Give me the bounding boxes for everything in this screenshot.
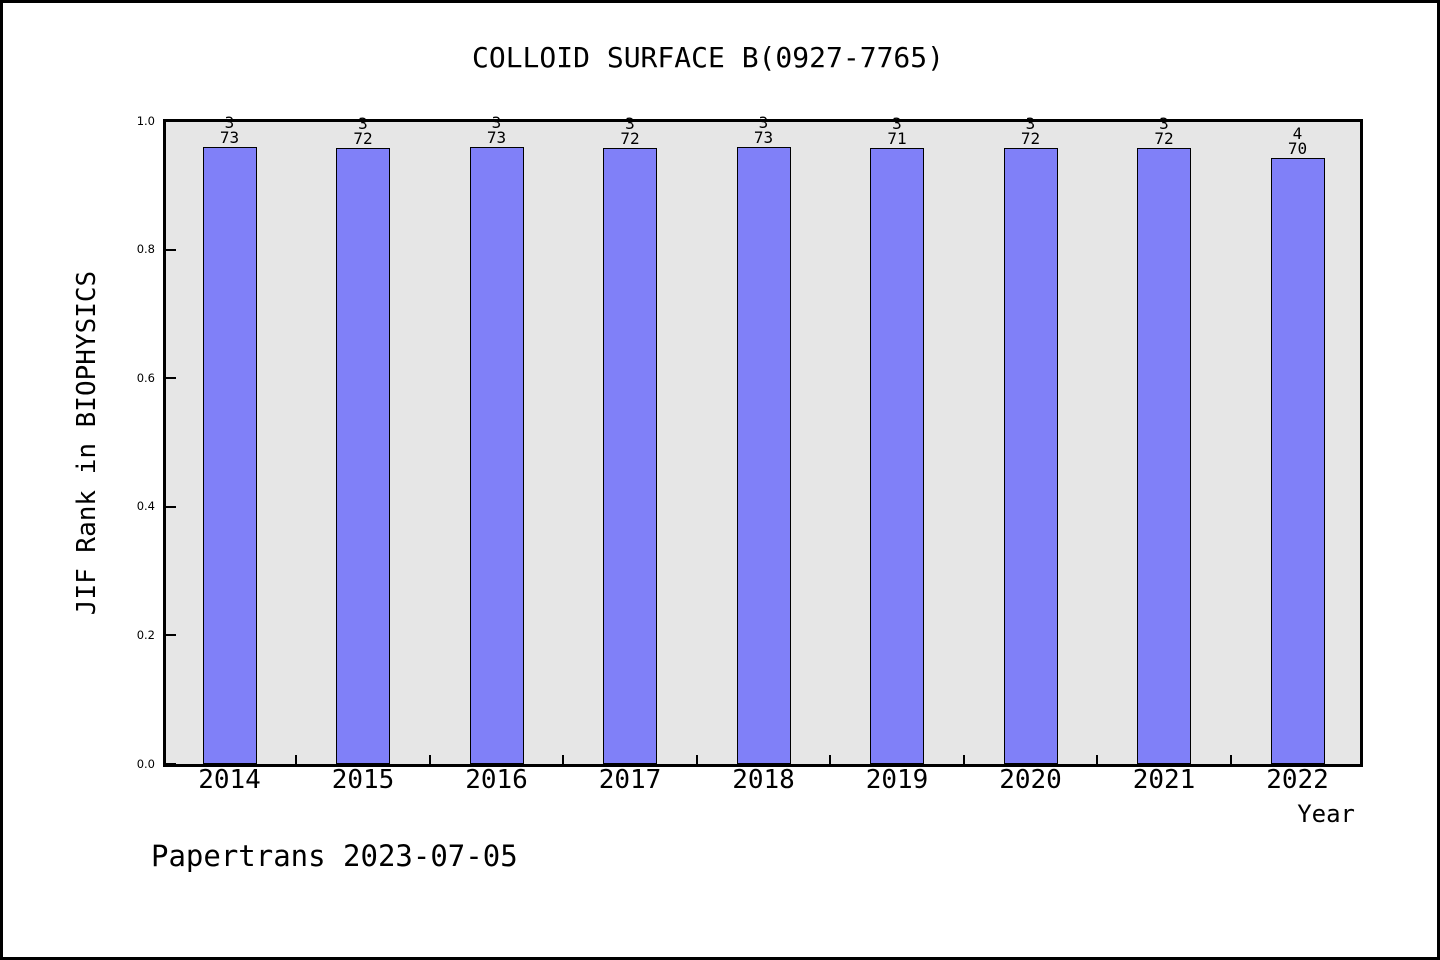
bar-total-value: 71: [887, 129, 907, 149]
y-tick: [166, 377, 176, 380]
y-tick-label: 0.8: [136, 242, 155, 257]
bar-rank-value: 3: [625, 113, 635, 133]
x-tick-label: 2018: [732, 765, 795, 795]
y-tick: [166, 763, 176, 765]
bar-rank-value: 3: [358, 113, 368, 133]
y-tick-label: 0.2: [136, 627, 155, 642]
bar-total-value: 73: [753, 128, 774, 148]
y-tick-label: 0.6: [136, 370, 155, 385]
x-tick-label: 2014: [198, 765, 261, 795]
bar: [336, 147, 390, 764]
y-tick-label: 0.0: [136, 756, 155, 771]
bar-value-label: 3 73: [190, 113, 270, 148]
y-tick: [166, 634, 176, 637]
y-tick: [166, 248, 176, 251]
x-minor-tick: [295, 755, 298, 764]
bar-value-label: 3 72: [991, 113, 1071, 148]
plot-area: 3 73 3 72 3 73 3 72 3 73 3 71 3 72 3 72 4 70: [163, 113, 1363, 767]
bar-total-value: 73: [486, 128, 507, 148]
bar-total-value: 72: [620, 128, 640, 148]
bar-rank-value: 4: [1292, 123, 1303, 143]
bar: [736, 147, 791, 764]
y-tick: [166, 120, 176, 122]
y-tick-label: 0.4: [136, 499, 155, 514]
bar: [603, 147, 657, 764]
bar: [1137, 147, 1191, 764]
y-tick: [166, 505, 176, 508]
bar-total-value: 70: [1287, 138, 1308, 158]
x-tick-label: 2021: [1132, 765, 1196, 795]
x-minor-tick: [695, 755, 698, 764]
bar-rank-value: 3: [224, 113, 235, 133]
bar-value-label: 3 73: [724, 113, 804, 148]
bar-value-label: 3 71: [857, 114, 937, 149]
bar-rank-value: 3: [1025, 113, 1036, 133]
bar-total-value: 72: [353, 128, 373, 148]
x-minor-tick: [1229, 755, 1232, 764]
x-axis-label: Year: [1297, 800, 1355, 828]
bar-value-label: 4 70: [1258, 123, 1338, 158]
x-tick-label: 2019: [865, 765, 929, 795]
x-tick-label: 2015: [331, 765, 395, 795]
x-tick-label: 2022: [1266, 765, 1329, 795]
bar-rank-value: 3: [491, 113, 502, 133]
bar: [1270, 157, 1325, 764]
bar-value-label: 3 72: [1124, 113, 1204, 148]
y-axis-label: JIF Rank in BIOPHYSICS: [72, 270, 102, 616]
x-minor-tick: [562, 755, 565, 764]
bar-value-label: 3 72: [323, 113, 403, 148]
bar-rank-value: 3: [758, 113, 769, 133]
bar-value-label: 3 72: [590, 113, 670, 148]
bar-rank-value: 3: [1159, 113, 1169, 133]
bar-total-value: 73: [219, 128, 240, 148]
x-minor-tick: [1096, 755, 1099, 764]
bar-rank-value: 3: [892, 114, 902, 134]
bar-value-label: 3 73: [457, 113, 537, 148]
x-tick-label: 2016: [465, 765, 528, 795]
bar: [202, 147, 257, 764]
x-minor-tick: [962, 755, 965, 764]
footer-text: Papertrans 2023-07-05: [151, 839, 518, 873]
x-tick-label: 2020: [999, 765, 1062, 795]
x-minor-tick: [428, 755, 431, 764]
chart-title: COLLOID SURFACE B(0927-7765): [471, 41, 944, 74]
x-tick-label: 2017: [598, 765, 662, 795]
bar: [870, 148, 924, 764]
bar: [1003, 147, 1058, 764]
x-minor-tick: [829, 755, 832, 764]
bar-total-value: 72: [1154, 128, 1174, 148]
bar-total-value: 72: [1020, 128, 1041, 148]
bar: [469, 147, 524, 764]
y-tick-label: 1.0: [136, 113, 155, 128]
